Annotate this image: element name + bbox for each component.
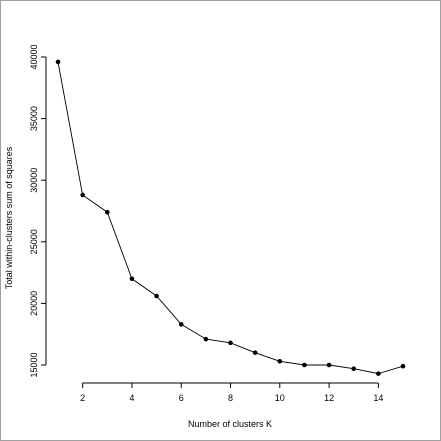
data-point [203, 336, 209, 342]
x-tick-label: 2 [80, 393, 85, 403]
y-tick-label: 30000 [29, 168, 39, 193]
data-point [376, 371, 381, 376]
x-axis: 2 4 6 8 10 12 14 [80, 382, 383, 403]
data-point [178, 322, 184, 327]
series-wss [55, 59, 406, 376]
data-point [154, 293, 159, 299]
data-point [129, 276, 135, 282]
data-point [55, 59, 61, 65]
y-tick-label: 25000 [29, 229, 39, 254]
x-axis-title: Number of clusters K [188, 419, 272, 429]
y-tick-label: 40000 [29, 44, 39, 69]
data-point [228, 340, 233, 346]
x-tick-label: 12 [324, 393, 334, 403]
y-axis: 15000 20000 25000 30000 35000 40000 [29, 44, 47, 378]
y-axis-title: Total within-clusters sum of squares [4, 146, 14, 289]
y-tick-label: 15000 [29, 352, 39, 377]
x-tick-label: 6 [179, 393, 184, 403]
x-tick-label: 8 [228, 393, 233, 403]
data-point [104, 209, 110, 215]
data-point [302, 362, 307, 368]
data-point [351, 366, 357, 371]
data-point [326, 362, 332, 368]
data-point [80, 192, 85, 198]
x-tick-label: 14 [373, 393, 383, 403]
y-tick-label: 20000 [29, 291, 39, 316]
series-line [57, 61, 404, 375]
x-tick-label: 10 [275, 393, 285, 403]
data-point [252, 350, 258, 355]
data-point [400, 363, 406, 369]
x-tick-label: 4 [129, 393, 134, 403]
data-point [277, 359, 283, 364]
y-tick-label: 35000 [29, 106, 39, 131]
